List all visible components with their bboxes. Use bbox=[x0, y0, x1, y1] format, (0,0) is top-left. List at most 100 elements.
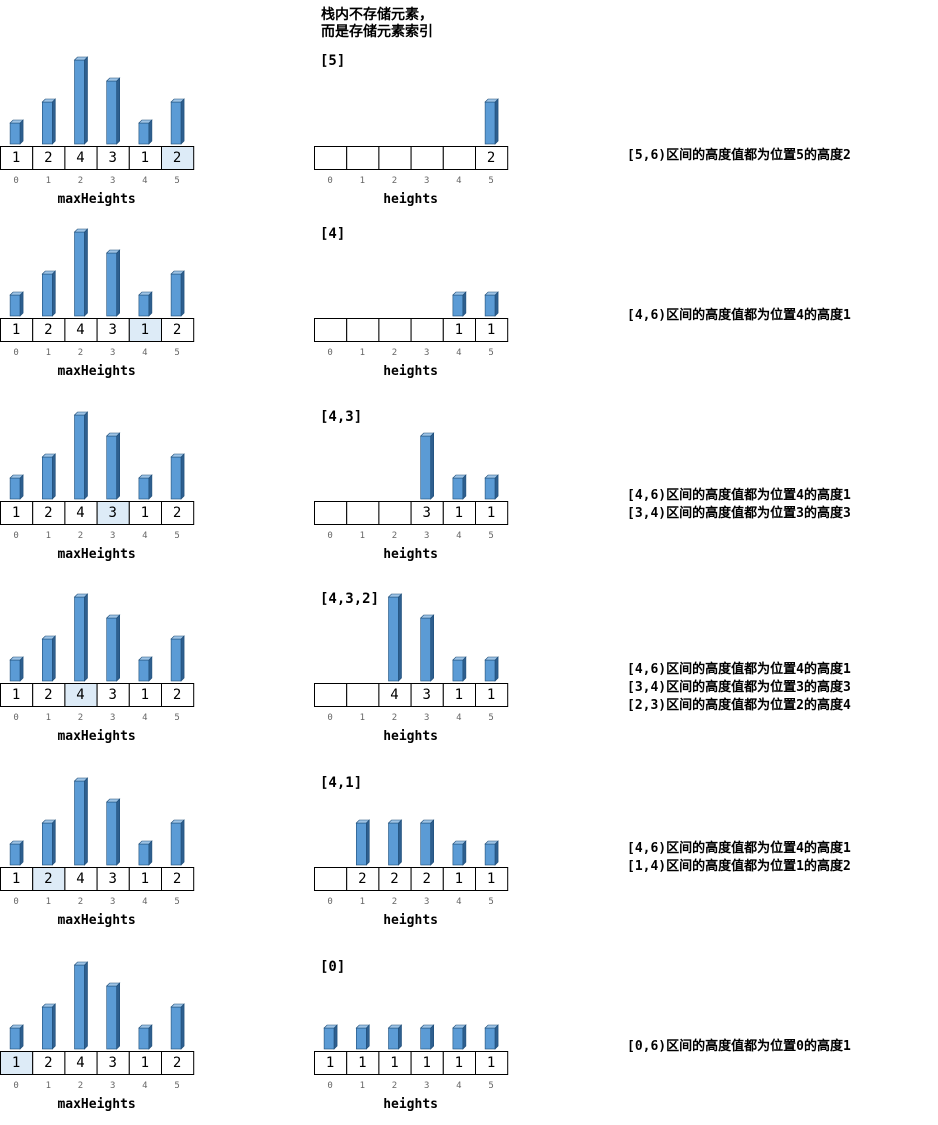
heights-index-label: 2 bbox=[391, 1081, 398, 1091]
heights-cell-value: 2 bbox=[390, 871, 399, 887]
maxheights-cell-value: 1 bbox=[140, 1055, 150, 1071]
heights-index-label: 1 bbox=[359, 176, 365, 186]
heights-index-label: 0 bbox=[327, 897, 333, 907]
interval-descriptions: [4,6)区间的高度值都为位置4的高度1 [3,4)区间的高度值都为位置3的高度3… bbox=[627, 661, 851, 715]
heights-index-label: 4 bbox=[456, 1081, 462, 1091]
heights-cell-value: 1 bbox=[486, 322, 496, 338]
maxheights-bar-3-3 bbox=[105, 614, 121, 682]
stack-contents: [5] bbox=[320, 53, 346, 69]
maxheights-index-label: 0 bbox=[13, 531, 19, 541]
maxheights-index-label: 0 bbox=[13, 176, 19, 186]
heights-bar-5-2 bbox=[387, 1024, 403, 1050]
maxheights-cell-value: 1 bbox=[11, 150, 21, 166]
maxheights-bar-3-5 bbox=[170, 635, 185, 682]
heights-cell-value: 1 bbox=[486, 687, 496, 703]
maxheights-bar-5-1 bbox=[41, 1003, 57, 1050]
maxheights-index-label: 0 bbox=[13, 897, 19, 907]
maxheights-index-label: 5 bbox=[174, 713, 180, 723]
maxheights-index-label: 1 bbox=[45, 348, 51, 358]
heights-cell bbox=[442, 146, 476, 170]
heights-bar-3-2 bbox=[387, 593, 403, 682]
heights-bar-4-3 bbox=[419, 819, 435, 866]
maxheights-index-label: 4 bbox=[142, 1081, 148, 1091]
maxheights-cell-value: 4 bbox=[76, 1055, 85, 1071]
maxheights-bar-0-0 bbox=[9, 119, 24, 145]
interval-description: [4,6)区间的高度值都为位置4的高度1 bbox=[627, 488, 851, 503]
heights-index-label: 2 bbox=[391, 176, 398, 186]
heights-cell bbox=[314, 318, 348, 342]
maxheights-caption: maxHeights bbox=[57, 913, 136, 928]
heights-cell-value: 1 bbox=[454, 322, 464, 338]
stack-note: 栈内不存储元素， 而是存储元素索引 bbox=[321, 7, 433, 41]
heights-index-label: 5 bbox=[488, 897, 494, 907]
interval-descriptions: [4,6)区间的高度值都为位置4的高度1 bbox=[627, 307, 851, 325]
maxheights-bar-4-0 bbox=[9, 840, 24, 866]
maxheights-bar-5-2 bbox=[73, 961, 89, 1050]
heights-index-label: 3 bbox=[423, 897, 430, 907]
maxheights-bar-1-1 bbox=[41, 270, 57, 317]
heights-cell-value: 3 bbox=[422, 687, 431, 703]
heights-cell-value: 2 bbox=[358, 871, 367, 887]
maxheights-cell-value: 4 bbox=[76, 687, 85, 703]
heights-index-label: 2 bbox=[391, 713, 398, 723]
heights-cell-value: 1 bbox=[454, 871, 464, 887]
heights-bar-5-4 bbox=[452, 1024, 467, 1050]
heights-index-label: 4 bbox=[456, 897, 462, 907]
maxheights-index-label: 4 bbox=[142, 348, 148, 358]
heights-cell-value: 2 bbox=[486, 150, 496, 166]
heights-index-label: 1 bbox=[359, 713, 365, 723]
maxheights-cell-value: 1 bbox=[140, 322, 150, 338]
maxheights-index-label: 1 bbox=[45, 176, 51, 186]
heights-index-label: 4 bbox=[456, 531, 462, 541]
maxheights-index-label: 4 bbox=[142, 176, 148, 186]
heights-caption: heights bbox=[383, 192, 438, 207]
maxheights-caption: maxHeights bbox=[57, 364, 136, 379]
maxheights-index-label: 2 bbox=[77, 713, 84, 723]
maxheights-index-label: 1 bbox=[45, 1081, 51, 1091]
stack-contents: [4,3,2] bbox=[320, 591, 380, 607]
maxheights-cell bbox=[161, 867, 195, 891]
maxheights-cell-value: 2 bbox=[44, 150, 53, 166]
maxheights-index-label: 2 bbox=[77, 531, 84, 541]
maxheights-index-label: 3 bbox=[109, 348, 116, 358]
heights-cell bbox=[410, 146, 444, 170]
heights-index-label: 3 bbox=[423, 176, 430, 186]
maxheights-bar-0-5 bbox=[170, 98, 185, 145]
maxheights-cell-value: 1 bbox=[11, 322, 21, 338]
heights-cell bbox=[475, 1051, 509, 1075]
heights-cell-value: 1 bbox=[390, 1055, 399, 1071]
maxheights-cell-value: 2 bbox=[44, 871, 53, 887]
maxheights-cell-value: 3 bbox=[108, 687, 117, 703]
maxheights-caption: maxHeights bbox=[57, 729, 136, 744]
heights-cell-value: 1 bbox=[454, 505, 464, 521]
heights-index-label: 0 bbox=[327, 713, 333, 723]
maxheights-cell-value: 3 bbox=[108, 505, 117, 521]
interval-descriptions: [4,6)区间的高度值都为位置4的高度1 [3,4)区间的高度值都为位置3的高度3 bbox=[627, 487, 851, 523]
heights-bar-5-1 bbox=[355, 1024, 371, 1050]
maxheights-cell bbox=[161, 318, 195, 342]
heights-cell bbox=[346, 318, 380, 342]
maxheights-cell-value: 4 bbox=[76, 150, 85, 166]
maxheights-bar-2-1 bbox=[41, 453, 57, 500]
maxheights-index-label: 1 bbox=[45, 713, 51, 723]
stack-note-line-2: 而是存储元素索引 bbox=[321, 24, 433, 40]
interval-description: [2,3)区间的高度值都为位置2的高度4 bbox=[627, 698, 851, 713]
heights-bar-2-4 bbox=[452, 474, 467, 500]
maxheights-cell-value: 3 bbox=[108, 1055, 117, 1071]
maxheights-bar-3-4 bbox=[138, 656, 153, 682]
heights-cell bbox=[346, 501, 380, 525]
maxheights-bar-1-2 bbox=[73, 228, 89, 317]
heights-cell bbox=[314, 146, 348, 170]
interval-description: [3,4)区间的高度值都为位置3的高度3 bbox=[627, 680, 851, 695]
maxheights-index-label: 0 bbox=[13, 1081, 19, 1091]
heights-cell bbox=[475, 501, 509, 525]
maxheights-caption: maxHeights bbox=[57, 192, 136, 207]
maxheights-bar-4-1 bbox=[41, 819, 57, 866]
heights-bar-4-5 bbox=[484, 840, 499, 866]
maxheights-caption: maxHeights bbox=[57, 547, 136, 562]
maxheights-cell-value: 2 bbox=[172, 1055, 182, 1071]
maxheights-index-label: 5 bbox=[174, 348, 180, 358]
maxheights-bar-3-1 bbox=[41, 635, 57, 682]
heights-bar-5-5 bbox=[484, 1024, 499, 1050]
stack-note-line-1: 栈内不存储元素， bbox=[321, 7, 433, 23]
